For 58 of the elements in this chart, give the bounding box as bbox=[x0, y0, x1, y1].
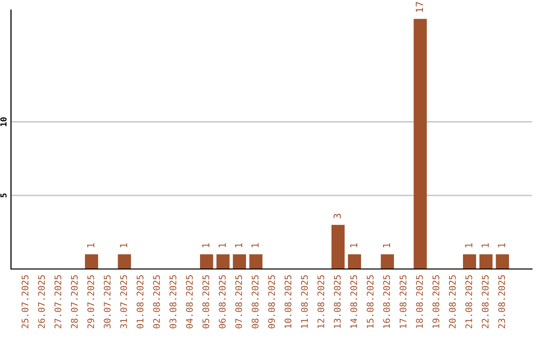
data-label: 1 bbox=[202, 243, 210, 248]
data-label: 1 bbox=[218, 243, 226, 248]
x-tick-label: 31.07.2025 bbox=[120, 275, 128, 328]
x-tick-label: 23.08.2025 bbox=[498, 275, 506, 328]
data-label: 1 bbox=[252, 243, 259, 248]
x-tick-label: 10.08.2025 bbox=[284, 275, 292, 328]
x-tick-label: 04.08.2025 bbox=[186, 275, 193, 328]
x-tick-label: 06.08.2025 bbox=[218, 275, 226, 328]
x-tick-label: 13.08.2025 bbox=[334, 275, 341, 328]
x-tick-label: 22.08.2025 bbox=[482, 275, 489, 328]
x-tick-label: 25.07.2025 bbox=[22, 275, 28, 328]
x-tick-label: 11.08.2025 bbox=[301, 275, 308, 328]
bar bbox=[232, 254, 246, 269]
bar bbox=[84, 254, 98, 269]
x-tick-label: 05.08.2025 bbox=[202, 275, 210, 328]
data-label: 1 bbox=[350, 243, 358, 248]
data-label: 1 bbox=[87, 243, 94, 248]
x-tick-label: 19.08.2025 bbox=[432, 275, 440, 328]
x-tick-label: 12.08.2025 bbox=[317, 275, 324, 328]
x-tick-label: 30.07.2025 bbox=[104, 275, 111, 328]
bar bbox=[462, 254, 476, 269]
data-label: 1 bbox=[465, 243, 472, 248]
bar bbox=[496, 254, 509, 269]
y-tick-label: 10 bbox=[0, 117, 7, 126]
x-tick-label: 02.08.2025 bbox=[153, 275, 160, 328]
bar bbox=[216, 254, 230, 269]
bar bbox=[331, 224, 345, 269]
x-tick-label: 14.08.2025 bbox=[350, 275, 358, 328]
x-tick-label: 18.08.2025 bbox=[416, 275, 423, 328]
x-tick-label: 08.08.2025 bbox=[252, 275, 259, 328]
data-label: 3 bbox=[334, 214, 341, 218]
bar bbox=[380, 254, 394, 269]
data-label: 1 bbox=[498, 243, 506, 248]
bar bbox=[200, 254, 214, 269]
bar bbox=[348, 254, 362, 269]
x-tick-label: 15.08.2025 bbox=[366, 275, 374, 328]
bar bbox=[479, 254, 493, 269]
bar bbox=[118, 254, 131, 269]
data-label: 1 bbox=[382, 243, 390, 248]
x-tick-label: 17.08.2025 bbox=[400, 275, 406, 328]
x-tick-label: 09.08.2025 bbox=[268, 275, 275, 328]
x-tick-label: 16.08.2025 bbox=[383, 275, 390, 328]
x-tick-label: 03.08.2025 bbox=[170, 275, 176, 328]
x-tick-label: 27.07.2025 bbox=[54, 275, 62, 328]
y-tick-label: 5 bbox=[0, 193, 7, 198]
x-tick-label: 20.08.2025 bbox=[448, 275, 456, 328]
bar bbox=[249, 254, 262, 269]
x-tick-label: 21.08.2025 bbox=[465, 275, 472, 328]
x-tick-label: 29.07.2025 bbox=[87, 275, 94, 328]
x-tick-label: 01.08.2025 bbox=[136, 275, 144, 328]
data-label: 17 bbox=[416, 2, 423, 12]
x-tick-label: 28.07.2025 bbox=[70, 275, 78, 328]
data-label: 1 bbox=[120, 243, 128, 248]
data-label: 1 bbox=[235, 243, 242, 248]
x-tick-label: 26.07.2025 bbox=[38, 275, 45, 328]
data-label: 1 bbox=[482, 243, 489, 248]
bar bbox=[414, 18, 427, 269]
x-tick-label: 07.08.2025 bbox=[235, 275, 242, 328]
